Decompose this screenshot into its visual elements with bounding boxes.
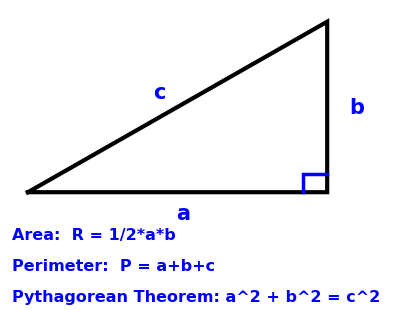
Text: Pythagorean Theorem: a^2 + b^2 = c^2: Pythagorean Theorem: a^2 + b^2 = c^2 bbox=[12, 290, 380, 305]
Text: Perimeter:  P = a+b+c: Perimeter: P = a+b+c bbox=[12, 259, 215, 274]
Text: Area:  R = 1/2*a*b: Area: R = 1/2*a*b bbox=[12, 228, 176, 243]
Text: a: a bbox=[176, 204, 191, 224]
Text: b: b bbox=[350, 99, 365, 118]
Text: c: c bbox=[153, 83, 166, 103]
